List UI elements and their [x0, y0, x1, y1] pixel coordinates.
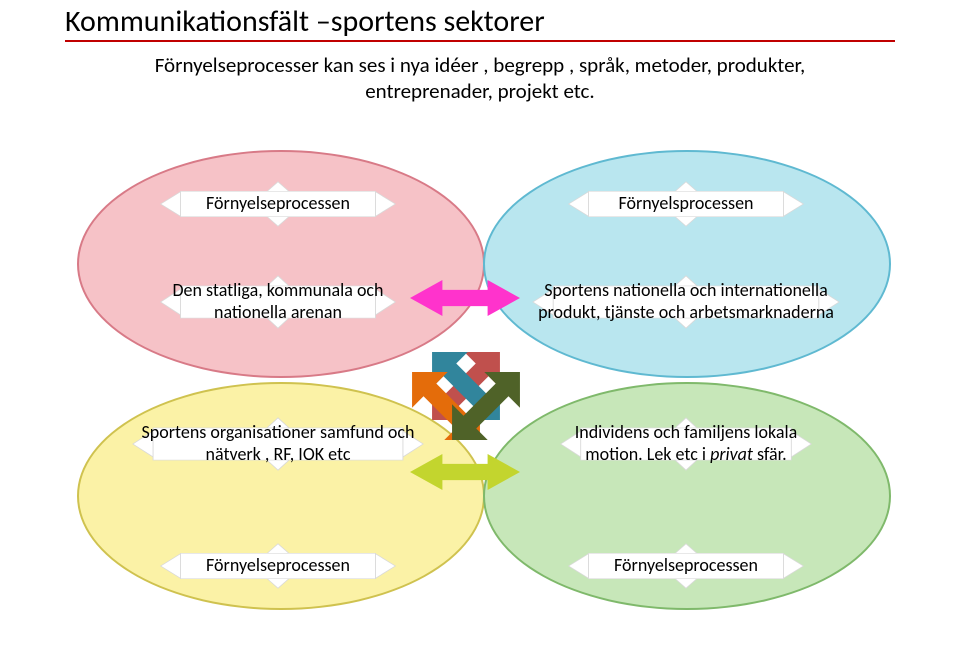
label-text: Förnyelseprocessen: [188, 555, 368, 577]
title-rule: [65, 40, 895, 42]
label-text: Individens och familjens lokala motion. …: [548, 422, 824, 465]
label-box-bl-bottom: Förnyelseprocessen: [148, 536, 408, 596]
page-title: Kommunikationsfält –sportens sektorer: [65, 3, 545, 40]
label-text: Sportens organisationer samfund och nätv…: [120, 422, 436, 465]
label-text: Förnyelseprocessen: [596, 555, 776, 577]
label-text: Den statliga, kommunala och nationella a…: [148, 280, 408, 323]
label-text: Förnyelseprocessen: [188, 193, 368, 215]
label-text: Förnyelsprocessen: [601, 193, 772, 215]
label-box-br-top: Individens och familjens lokala motion. …: [548, 408, 824, 480]
label-text: Sportens nationella och internationella …: [520, 280, 852, 323]
label-box-tl-bottom: Den statliga, kommunala och nationella a…: [148, 266, 408, 338]
label-box-tr-top: Förnyelsprocessen: [556, 174, 816, 234]
page-subtitle: Förnyelseprocesser kan ses i nya idéer ,…: [140, 52, 820, 105]
label-box-br-bottom: Förnyelseprocessen: [556, 536, 816, 596]
label-box-tr-bottom: Sportens nationella och internationella …: [520, 266, 852, 338]
label-box-tl-top: Förnyelseprocessen: [148, 174, 408, 234]
diagram-stage: Kommunikationsfält –sportens sektorer Fö…: [0, 0, 960, 656]
